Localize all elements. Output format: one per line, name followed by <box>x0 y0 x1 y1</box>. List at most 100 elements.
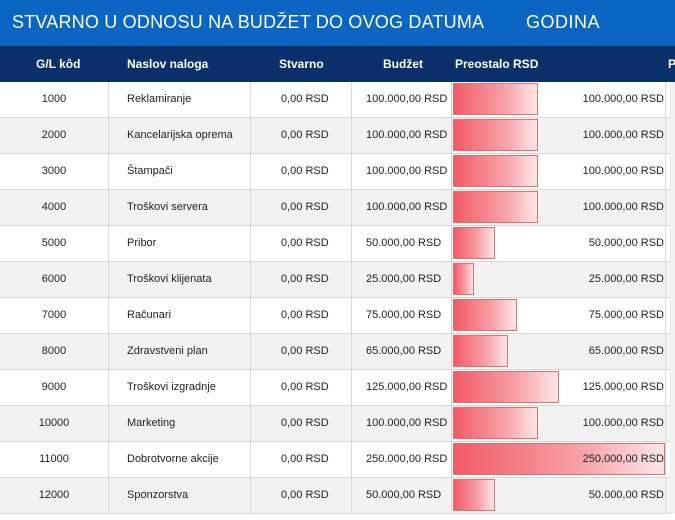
budget-cell[interactable]: 100.000,00 RSD <box>366 417 448 429</box>
column-divider <box>108 190 109 225</box>
remaining-cell[interactable]: 125.000,00 RSD <box>582 381 664 393</box>
remaining-cell[interactable]: 100.000,00 RSD <box>582 129 664 141</box>
account-title-cell[interactable]: Računari <box>127 309 172 321</box>
column-divider <box>250 370 251 405</box>
remaining-cell[interactable]: 100.000,00 RSD <box>582 93 664 105</box>
column-header-account-title[interactable]: Naslov naloga <box>127 57 209 71</box>
budget-cell[interactable]: 250.000,00 RSD <box>366 453 448 465</box>
column-divider <box>250 226 251 261</box>
gl-code-cell[interactable]: 11000 <box>39 453 69 465</box>
column-divider <box>351 442 352 477</box>
report-title: STVARNO U ODNOSU NA BUDŽET DO OVOG DATUM… <box>12 12 485 32</box>
table-row[interactable]: 9000 Troškovi izgradnje 0,00 RSD 125.000,00… <box>0 370 675 406</box>
account-title-cell[interactable]: Troškovi servera <box>127 201 208 213</box>
account-title-cell[interactable]: Reklamiranje <box>127 93 192 105</box>
gl-code-cell[interactable]: 7000 <box>41 309 67 321</box>
column-divider <box>250 442 251 477</box>
column-divider <box>351 154 352 189</box>
actual-cell[interactable]: 0,00 RSD <box>281 453 329 465</box>
period-label: GODINA <box>526 12 601 32</box>
actual-cell[interactable]: 0,00 RSD <box>281 129 329 141</box>
gl-code-cell[interactable]: 8000 <box>41 345 67 357</box>
actual-cell[interactable]: 0,00 RSD <box>281 381 329 393</box>
table-row[interactable]: 8000 Zdravstveni plan 0,00 RSD 65.000,00 RS… <box>0 334 675 370</box>
budget-cell[interactable]: 100.000,00 RSD <box>366 93 448 105</box>
column-divider <box>451 226 452 261</box>
table-row[interactable]: 11000 Dobrotvorne akcije 0,00 RSD 250.000,0… <box>0 442 675 478</box>
actual-cell[interactable]: 0,00 RSD <box>281 489 329 501</box>
gl-code-cell[interactable]: 3000 <box>41 165 67 177</box>
column-divider <box>665 442 666 477</box>
column-divider <box>451 118 452 153</box>
table-row[interactable]: 2000 Kancelarijska oprema 0,00 RSD 100.000,… <box>0 118 675 154</box>
actual-cell[interactable]: 0,00 RSD <box>281 93 329 105</box>
column-divider <box>351 190 352 225</box>
account-title-cell[interactable]: Zdravstveni plan <box>127 345 208 357</box>
budget-cell[interactable]: 50.000,00 RSD <box>366 489 442 501</box>
gl-code-cell[interactable]: 4000 <box>41 201 67 213</box>
account-title-cell[interactable]: Marketing <box>127 417 176 429</box>
budget-cell[interactable]: 50.000,00 RSD <box>366 237 442 249</box>
budget-cell[interactable]: 100.000,00 RSD <box>366 165 448 177</box>
table-row[interactable]: 6000 Troškovi klijenata 0,00 RSD 25.000,00 … <box>0 262 675 298</box>
actual-cell[interactable]: 0,00 RSD <box>281 345 329 357</box>
remaining-data-bar <box>453 299 517 331</box>
remaining-cell[interactable]: 100.000,00 RSD <box>582 165 664 177</box>
remaining-cell[interactable]: 250.000,00 RSD <box>582 453 664 465</box>
table-row[interactable]: 10000 Marketing 0,00 RSD 100.000,00 RSD 100.… <box>0 406 675 442</box>
table-row[interactable]: 3000 Štampači 0,00 RSD 100.000,00 RSD 100.00… <box>0 154 675 190</box>
table-row[interactable]: 4000 Troškovi servera 0,00 RSD 100.000,00 R… <box>0 190 675 226</box>
remaining-cell[interactable]: 65.000,00 RSD <box>588 345 664 357</box>
budget-cell[interactable]: 100.000,00 RSD <box>366 201 448 213</box>
budget-cell[interactable]: 25.000,00 RSD <box>366 273 442 285</box>
gl-code-cell[interactable]: 5000 <box>41 237 67 249</box>
gl-code-cell[interactable]: 12000 <box>38 489 70 501</box>
remaining-data-bar <box>453 479 495 511</box>
table-row[interactable]: 12000 Sponzorstva 0,00 RSD 50.000,00 RSD 50.… <box>0 478 675 514</box>
budget-cell[interactable]: 125.000,00 RSD <box>366 381 448 393</box>
budget-cell[interactable]: 75.000,00 RSD <box>366 309 442 321</box>
column-divider <box>665 370 666 405</box>
actual-cell[interactable]: 0,00 RSD <box>281 273 329 285</box>
gl-code-cell[interactable]: 1000 <box>41 93 67 105</box>
account-title-cell[interactable]: Troškovi klijenata <box>127 273 212 285</box>
column-header-gl-code[interactable]: G/L kôd <box>36 57 81 71</box>
column-divider <box>451 406 452 441</box>
table-row[interactable]: 1000 Reklamiranje 0,00 RSD 100.000,00 RSD 10… <box>0 82 675 118</box>
remaining-cell[interactable]: 50.000,00 RSD <box>588 237 664 249</box>
remaining-cell[interactable]: 75.000,00 RSD <box>588 309 664 321</box>
actual-cell[interactable]: 0,00 RSD <box>281 237 329 249</box>
gl-code-cell[interactable]: 2000 <box>41 129 67 141</box>
remaining-cell[interactable]: 50.000,00 RSD <box>588 489 664 501</box>
account-title-cell[interactable]: Štampači <box>127 165 173 177</box>
column-divider <box>351 478 352 513</box>
remaining-cell[interactable]: 25.000,00 RSD <box>588 273 664 285</box>
column-header-cutoff[interactable]: P <box>668 57 675 71</box>
account-title-cell[interactable]: Dobrotvorne akcije <box>127 453 219 465</box>
actual-cell[interactable]: 0,00 RSD <box>281 417 329 429</box>
gl-code-cell[interactable]: 6000 <box>41 273 67 285</box>
remaining-data-bar <box>453 155 538 187</box>
column-divider <box>108 442 109 477</box>
remaining-data-bar <box>453 119 538 151</box>
gl-code-cell[interactable]: 10000 <box>38 417 70 429</box>
account-title-cell[interactable]: Troškovi izgradnje <box>127 381 216 393</box>
account-title-cell[interactable]: Pribor <box>127 237 157 249</box>
budget-cell[interactable]: 65.000,00 RSD <box>366 345 442 357</box>
remaining-cell[interactable]: 100.000,00 RSD <box>582 417 664 429</box>
account-title-cell[interactable]: Kancelarijska oprema <box>127 129 233 141</box>
table-row[interactable]: 7000 Računari 0,00 RSD 75.000,00 RSD 75.000,… <box>0 298 675 334</box>
budget-cell[interactable]: 100.000,00 RSD <box>366 129 448 141</box>
account-title-cell[interactable]: Sponzorstva <box>127 489 189 501</box>
column-divider <box>665 298 666 333</box>
actual-cell[interactable]: 0,00 RSD <box>281 201 329 213</box>
column-header-remaining[interactable]: Preostalo RSD <box>455 57 539 71</box>
actual-cell[interactable]: 0,00 RSD <box>281 309 329 321</box>
actual-cell[interactable]: 0,00 RSD <box>281 165 329 177</box>
gl-code-cell[interactable]: 9000 <box>41 381 67 393</box>
column-header-budget[interactable]: Budžet <box>383 57 423 71</box>
column-header-actual[interactable]: Stvarno <box>279 57 324 71</box>
remaining-cell[interactable]: 100.000,00 RSD <box>582 201 664 213</box>
table-row[interactable]: 5000 Pribor 0,00 RSD 50.000,00 RSD 50.000,00… <box>0 226 675 262</box>
column-divider <box>351 262 352 297</box>
